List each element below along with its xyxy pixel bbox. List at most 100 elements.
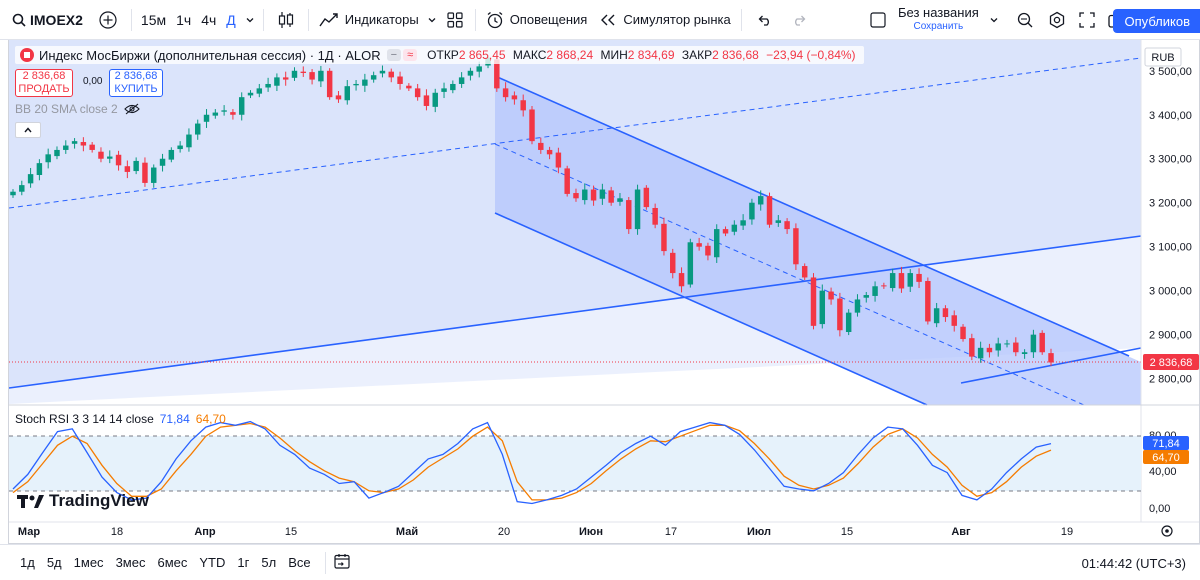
tradingview-logo[interactable]: TradingView xyxy=(17,491,149,511)
undo-icon xyxy=(758,15,769,26)
candle-body xyxy=(432,92,438,107)
range-1d[interactable]: 1д xyxy=(20,555,35,570)
eye-off-icon[interactable] xyxy=(123,103,140,115)
range-1m[interactable]: 1мес xyxy=(73,555,104,570)
chevron-up-icon xyxy=(24,127,32,133)
time-label-8: Июл xyxy=(747,526,771,538)
spread-value: 0,00 xyxy=(83,76,103,87)
legend-toggle-button[interactable]: − xyxy=(386,49,402,61)
timeframe-1d[interactable]: Д xyxy=(226,11,236,28)
candle-body xyxy=(142,162,148,183)
fullscreen-button[interactable] xyxy=(1073,0,1101,40)
collapse-legend-button[interactable] xyxy=(15,122,41,138)
candle-body xyxy=(36,163,43,176)
toolbar-divider xyxy=(307,8,309,31)
candle-body xyxy=(757,196,764,205)
settings-button[interactable] xyxy=(1042,0,1072,40)
candle-body xyxy=(494,59,500,89)
timeframe-dropdown[interactable] xyxy=(241,0,259,40)
candle-body xyxy=(573,193,579,199)
candle-body xyxy=(916,273,922,282)
time-label-7: 17 xyxy=(665,526,677,538)
chevron-down-icon xyxy=(990,18,998,23)
candle-body xyxy=(203,114,210,122)
chart-area[interactable]: RUB 3 500,00 3 400,00 3 300,00 3 200,00 3 10… xyxy=(8,40,1200,544)
range-ytd[interactable]: YTD xyxy=(199,555,226,570)
layout-menu-button[interactable]: Без названия Сохранить xyxy=(870,0,999,40)
stoch-rsi-d-line xyxy=(12,422,1052,501)
ohlc-values: ОТКР2 865,45 МАКС2 868,24 МИН2 834,69 ЗА… xyxy=(427,48,856,62)
bb-indicator-legend[interactable]: BB 20 SMA close 2 xyxy=(15,102,140,116)
templates-button[interactable] xyxy=(439,0,471,40)
timeframe-15m[interactable]: 15м xyxy=(140,11,167,28)
grid-icon xyxy=(447,11,463,28)
candle-body xyxy=(379,70,386,74)
sell-button[interactable]: 2 836,68 ПРОДАТЬ xyxy=(15,69,73,97)
candle-body xyxy=(995,343,1001,351)
candle-body xyxy=(133,160,139,172)
layout-save-link[interactable]: Сохранить xyxy=(913,21,964,32)
candle-body xyxy=(502,88,509,98)
symbol-search-button[interactable]: IMOEX2 xyxy=(0,0,89,40)
candle-body xyxy=(652,207,658,225)
publish-button[interactable]: Опубликов xyxy=(1112,9,1200,33)
range-5d[interactable]: 5д xyxy=(46,555,62,570)
redo-button[interactable] xyxy=(782,0,818,40)
indicators-icon xyxy=(319,12,338,26)
range-5y[interactable]: 5л xyxy=(261,555,277,570)
change-value: −23,94 (−0,84%) xyxy=(766,48,856,62)
rsi-k-badge xyxy=(1143,436,1189,450)
candle-body xyxy=(854,299,861,313)
range-6m[interactable]: 6мес xyxy=(157,555,188,570)
candle-body xyxy=(388,71,394,78)
indicators-dropdown[interactable] xyxy=(425,0,439,40)
chart-legend: Индекс МосБиржи (дополнительная сессия) … xyxy=(15,46,864,64)
axis-settings-button[interactable] xyxy=(1161,525,1173,537)
clock-timezone[interactable]: 01:44:42 (UTC+3) xyxy=(1081,555,1186,571)
candle-body xyxy=(617,198,623,202)
compare-symbol-button[interactable] xyxy=(89,0,127,40)
time-label-3: 15 xyxy=(285,526,297,538)
range-1y[interactable]: 1г xyxy=(237,555,250,570)
range-3m[interactable]: 3мес xyxy=(115,555,146,570)
buy-button[interactable]: 2 836,68 КУПИТЬ xyxy=(109,69,163,97)
candle-body xyxy=(810,277,817,326)
toolbar-divider xyxy=(474,8,476,31)
timeframe-1h[interactable]: 1ч xyxy=(176,11,192,28)
candle-body xyxy=(643,187,650,208)
time-axis: Мар 18 Апр 15 Май 20 Июн 17 Июл 15 Авг 19 xyxy=(18,526,1073,538)
timeframe-4h[interactable]: 4ч xyxy=(201,11,217,28)
calendar-icon xyxy=(333,554,350,569)
candle-body xyxy=(335,95,342,100)
rsi-d-badge xyxy=(1143,450,1189,464)
replay-button[interactable]: Симулятор рынка xyxy=(593,0,736,40)
alerts-button[interactable]: Оповещения xyxy=(480,0,594,40)
candle-body xyxy=(195,123,201,135)
currency-box[interactable] xyxy=(1144,47,1182,67)
quick-search-button[interactable] xyxy=(1010,0,1040,40)
search-icon xyxy=(12,13,26,27)
candle-body xyxy=(555,152,562,168)
chart-type-button[interactable] xyxy=(268,0,304,40)
candle-body xyxy=(397,76,403,84)
candle-body xyxy=(837,298,843,331)
candle-body xyxy=(925,280,931,322)
candle-body xyxy=(107,156,113,159)
candle-body xyxy=(889,273,896,289)
magnifier-plus-icon xyxy=(1017,12,1033,28)
candles-icon xyxy=(278,11,293,28)
stoch-rsi-legend[interactable]: Stoch RSI 3 3 14 14 close 71,84 64,70 xyxy=(15,412,226,426)
bb-indicator-label: BB 20 SMA close 2 xyxy=(15,102,118,116)
candle-body xyxy=(10,191,16,196)
undo-button[interactable] xyxy=(746,0,782,40)
candle-body xyxy=(942,308,949,318)
candle-body xyxy=(291,70,298,78)
goto-date-button[interactable] xyxy=(333,553,350,572)
indicators-button[interactable]: Индикаторы xyxy=(313,0,425,40)
legend-compare-button[interactable]: ≈ xyxy=(403,49,418,61)
falling-channel-upper-line xyxy=(494,75,1130,357)
candle-body xyxy=(300,71,307,73)
chart-canvas[interactable]: RUB 3 500,00 3 400,00 3 300,00 3 200,00 3 10… xyxy=(9,40,1200,544)
bottom-toolbar: 1д 5д 1мес 3мес 6мес YTD 1г 5л Все 01:44… xyxy=(0,544,1200,580)
range-all[interactable]: Все xyxy=(288,555,311,570)
